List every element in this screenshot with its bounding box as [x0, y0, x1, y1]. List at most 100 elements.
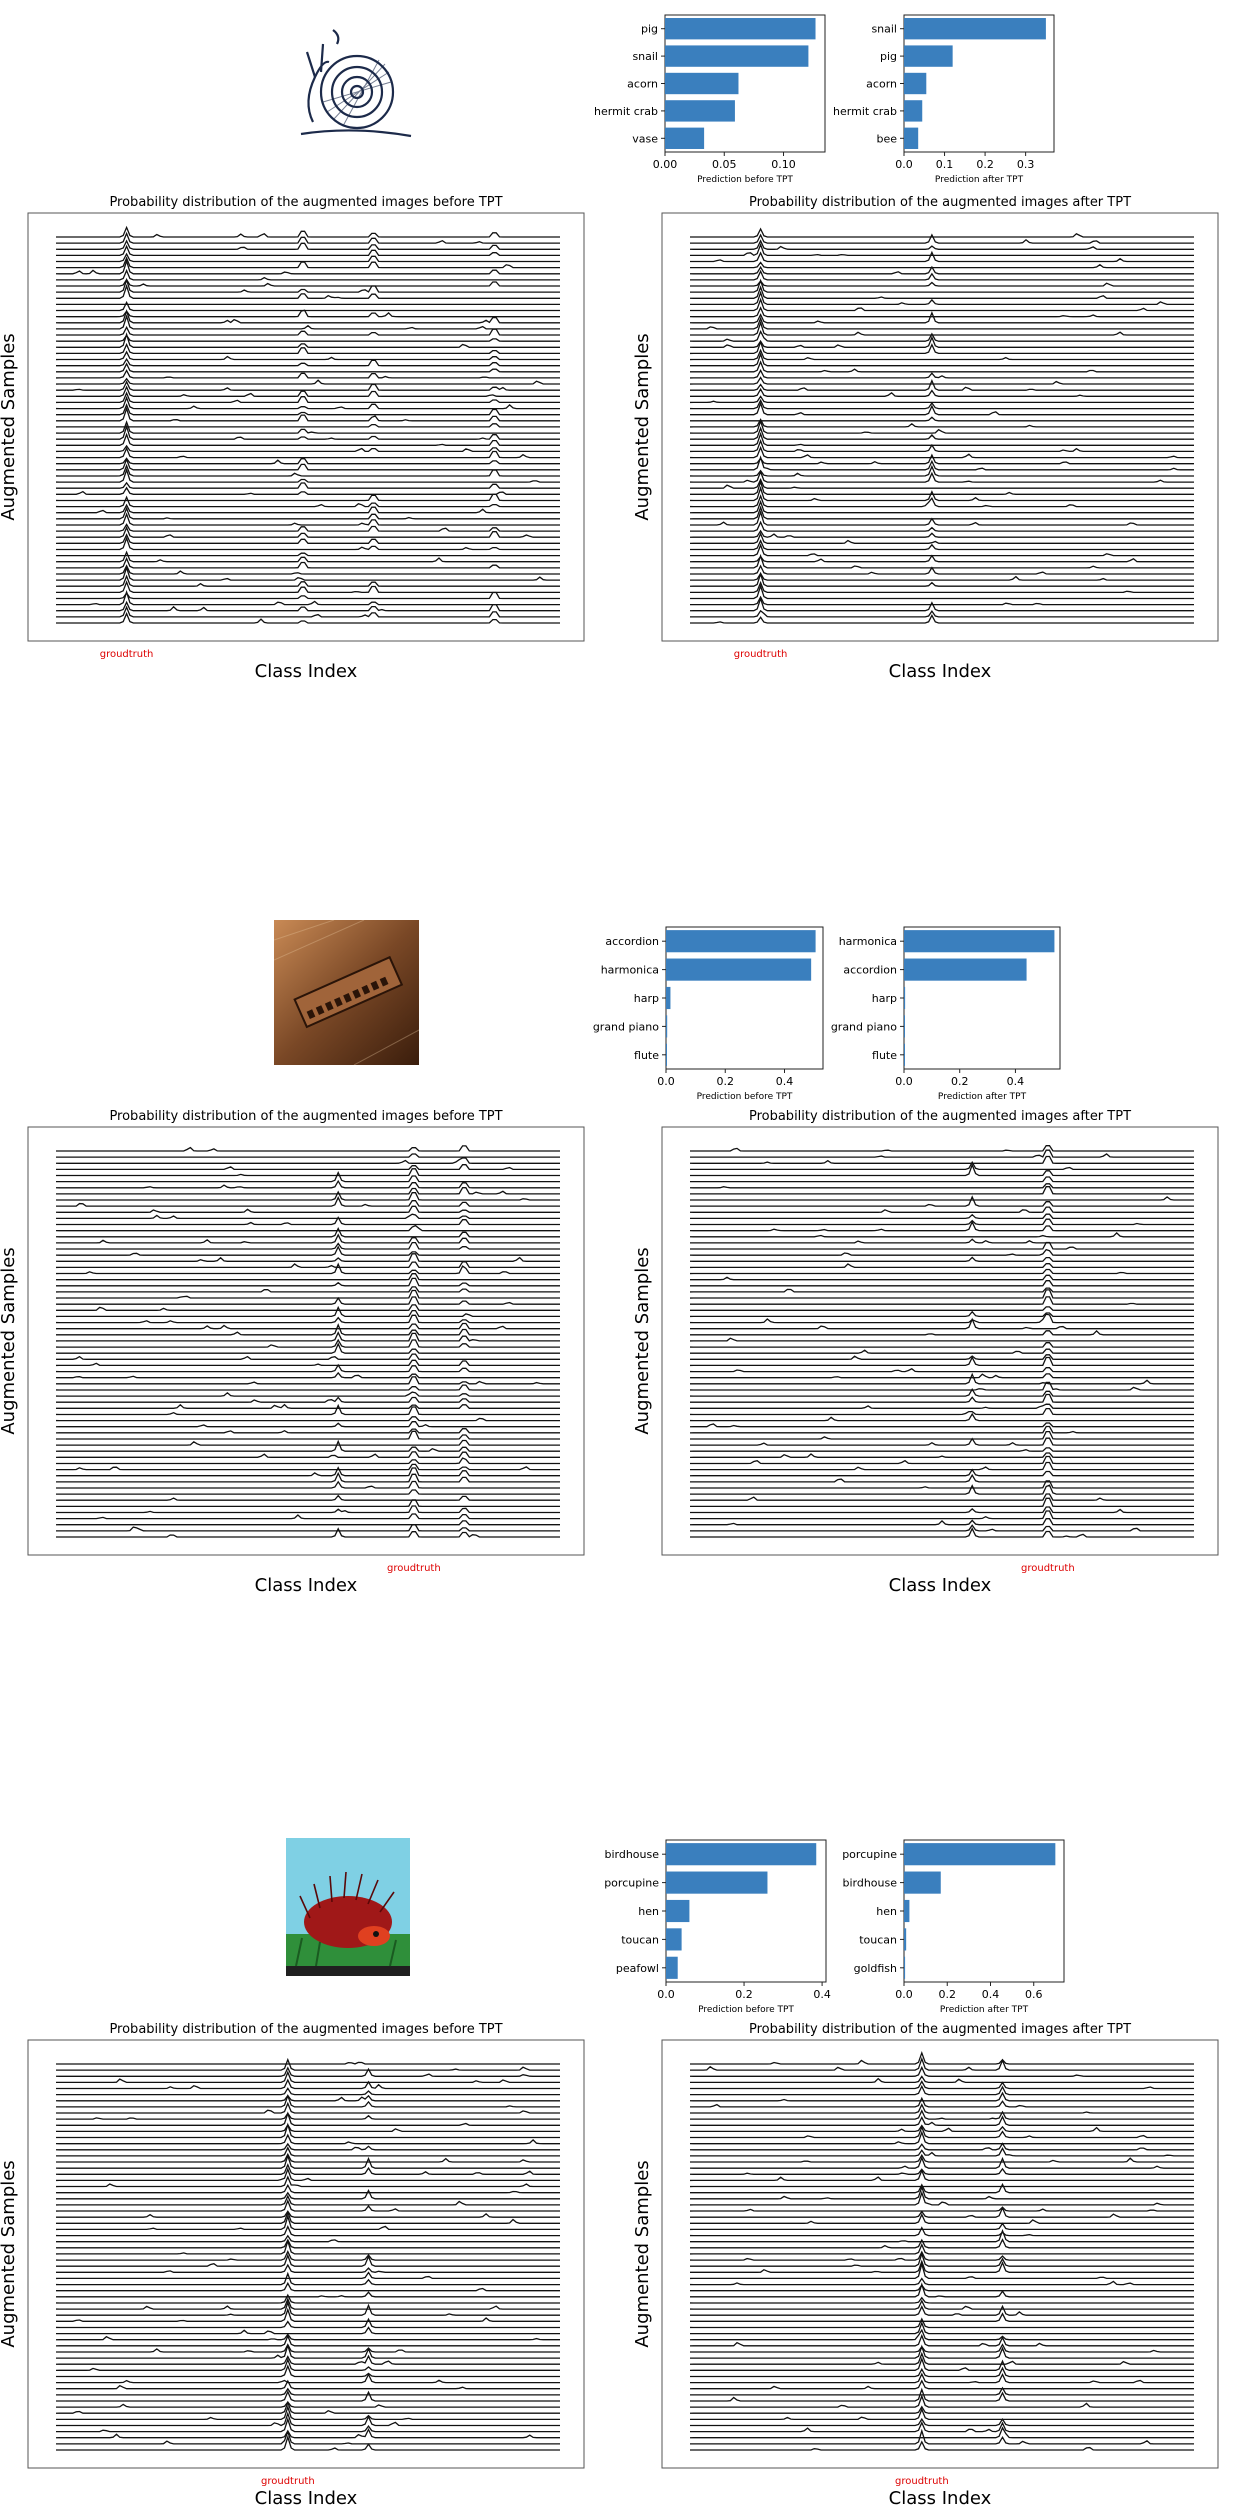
sample-line [55, 252, 560, 263]
sample-line [55, 2291, 560, 2298]
sample-line [55, 550, 560, 563]
sample-line [689, 242, 1194, 257]
sample-line [689, 1342, 1194, 1348]
sample-line [689, 297, 1194, 312]
sample-line [689, 2296, 1194, 2304]
groundtruth-tick-label: groudtruth [895, 2476, 949, 2487]
sample-line [55, 1338, 560, 1348]
sample-line [55, 1451, 560, 1458]
sample-line [55, 565, 560, 581]
sample-line [689, 2407, 1194, 2421]
sample-line [55, 600, 560, 612]
sample-line [690, 2147, 1194, 2157]
sample-line [689, 431, 1194, 446]
sample-line [55, 525, 560, 538]
sample-line [689, 1354, 1194, 1360]
sample-line [689, 2103, 1194, 2114]
sample-line [55, 2188, 560, 2200]
sample-line [689, 379, 1194, 391]
sample-line [55, 2263, 560, 2273]
x-tick-label: 0.1 [936, 158, 954, 171]
sample-line [55, 2297, 560, 2310]
sample-line [689, 329, 1194, 342]
sample-line [690, 1437, 1194, 1446]
sample-line [55, 589, 560, 606]
sample-line [55, 2400, 560, 2408]
groundtruth-tick-label: groudtruth [261, 2476, 315, 2487]
sample-line [690, 1145, 1194, 1152]
bar [904, 100, 923, 122]
sample-line [55, 1286, 560, 1293]
sample-line [55, 403, 560, 416]
sample-line [689, 572, 1194, 581]
sample-line [689, 464, 1194, 477]
sample-line [56, 2343, 560, 2359]
sample-line [689, 320, 1194, 336]
bar-chart-before: birdhouse porcupine hen toucan peafowl 0.0 0.2… [604, 1839, 831, 2015]
sample-line [55, 283, 560, 299]
sample-line [55, 2334, 560, 2347]
sample-line [689, 2356, 1194, 2371]
sample-line [55, 2194, 560, 2206]
sample-line [55, 385, 560, 397]
sample-line [55, 1359, 560, 1367]
sample-line [55, 2094, 560, 2102]
category-label: harp [872, 992, 897, 1005]
sample-line [56, 2434, 560, 2451]
sample-line [55, 420, 560, 434]
sample-line [55, 1322, 560, 1330]
category-label: hen [876, 1905, 897, 1918]
sample-line [55, 369, 560, 379]
chart-title: Probability distribution of the augmente… [749, 195, 1131, 210]
sample-line [55, 332, 560, 348]
sample-line [55, 2238, 560, 2255]
sample-line [689, 2261, 1194, 2280]
sample-line [690, 2344, 1194, 2359]
sample-line [55, 1277, 560, 1287]
sample-line [689, 499, 1194, 514]
sample-line [689, 1329, 1194, 1336]
bar [904, 930, 1055, 953]
x-tick-label: 0.4 [776, 1075, 794, 1088]
sample-line [689, 1473, 1194, 1483]
y-axis-label: Augmented Samples [632, 1247, 653, 1434]
sample-line [689, 290, 1194, 306]
category-label: peafowl [616, 1962, 659, 1975]
bar [666, 1899, 690, 1923]
sample-line [55, 239, 560, 250]
sample-line [689, 2394, 1194, 2408]
sample-line [56, 2210, 560, 2224]
sample-line [689, 1452, 1194, 1458]
sample-line [55, 1480, 560, 1489]
sample-line [689, 250, 1194, 263]
sample-line [689, 1412, 1194, 1422]
sample-line [689, 2206, 1194, 2212]
ridgeline-before: Probability distribution of the augmente… [0, 1109, 585, 1596]
sample-line [55, 2326, 560, 2335]
sample-line [55, 334, 560, 342]
bar [666, 958, 812, 981]
sample-line [55, 2364, 560, 2378]
bar-chart-after: snail pig acorn hermit crab bee 0.0 0.1 0.2 0.3 P… [833, 14, 1055, 185]
sample-line [689, 2182, 1194, 2194]
sample-line [689, 539, 1194, 551]
sample-line [689, 1510, 1194, 1520]
sample-line [689, 1289, 1194, 1299]
sample-line [55, 2057, 560, 2071]
sample-line [689, 2056, 1194, 2071]
sample-line [689, 478, 1194, 489]
sample-line [56, 2372, 560, 2384]
sample-line [55, 512, 560, 526]
sample-line [55, 1289, 560, 1299]
bar [904, 1899, 910, 1923]
sample-line [689, 445, 1194, 459]
sample-line [55, 342, 560, 355]
sample-line [55, 2333, 560, 2341]
sample-line [689, 2405, 1194, 2414]
sample-line [56, 1439, 560, 1446]
sample-line [690, 1373, 1194, 1379]
sample-line [55, 446, 560, 459]
sample-line [56, 1145, 560, 1152]
sample-line [689, 368, 1194, 379]
sample-line [55, 2307, 560, 2322]
